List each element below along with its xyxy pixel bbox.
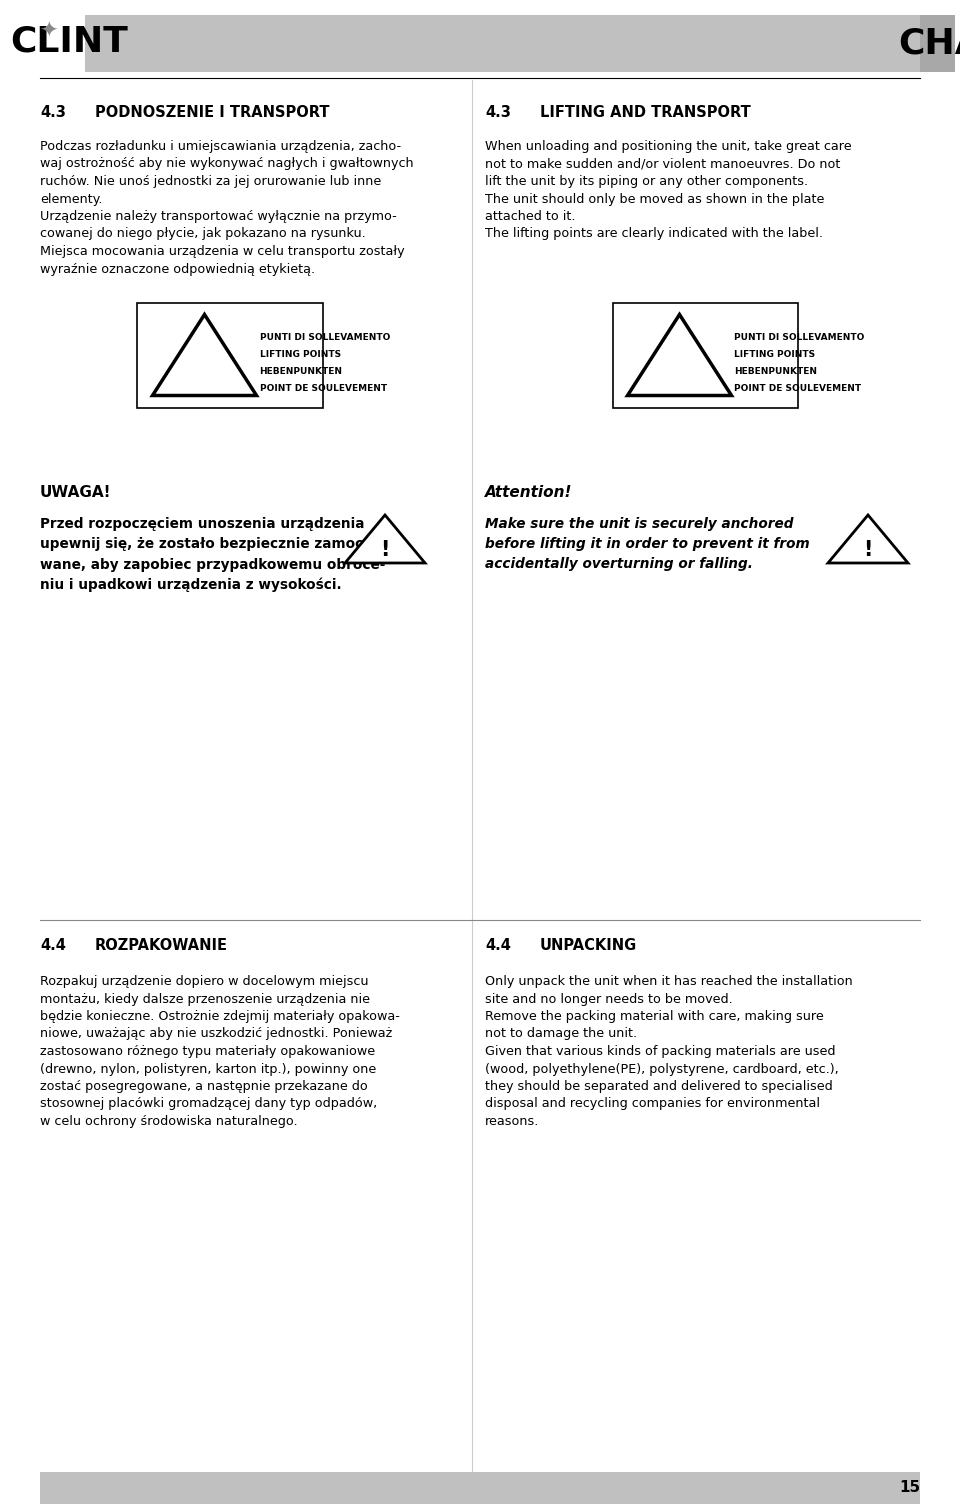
Polygon shape bbox=[345, 515, 425, 564]
Text: 4.3: 4.3 bbox=[40, 105, 66, 121]
Polygon shape bbox=[828, 515, 908, 564]
Bar bbox=[612, 303, 798, 407]
Text: elementy.: elementy. bbox=[40, 193, 103, 205]
Text: 4.4: 4.4 bbox=[485, 937, 511, 952]
Text: niowe, uważając aby nie uszkodzić jednostki. Ponieważ: niowe, uważając aby nie uszkodzić jednos… bbox=[40, 1028, 393, 1040]
Text: Make sure the unit is securely anchored: Make sure the unit is securely anchored bbox=[485, 517, 794, 530]
Text: !: ! bbox=[380, 540, 390, 559]
Text: cowanej do niego płycie, jak pokazano na rysunku.: cowanej do niego płycie, jak pokazano na… bbox=[40, 228, 366, 241]
Text: Only unpack the unit when it has reached the installation: Only unpack the unit when it has reached… bbox=[485, 975, 852, 989]
Text: będzie konieczne. Ostrożnie zdejmij materiały opakowa-: będzie konieczne. Ostrożnie zdejmij mate… bbox=[40, 1010, 400, 1023]
Text: When unloading and positioning the unit, take great care: When unloading and positioning the unit,… bbox=[485, 140, 852, 154]
Bar bbox=[920, 15, 955, 72]
Bar bbox=[485, 619, 905, 900]
Text: The unit should only be moved as shown in the plate: The unit should only be moved as shown i… bbox=[485, 193, 825, 205]
Text: Urządzenie należy transportować wyłącznie na przymo-: Urządzenie należy transportować wyłączni… bbox=[40, 209, 396, 223]
Bar bbox=[137, 303, 323, 407]
Text: LIFTING POINTS: LIFTING POINTS bbox=[734, 350, 816, 359]
Text: CHA: CHA bbox=[898, 26, 960, 60]
Text: stosownej placówki gromadzącej dany typ odpadów,: stosownej placówki gromadzącej dany typ … bbox=[40, 1097, 377, 1111]
Text: LIFTING AND TRANSPORT: LIFTING AND TRANSPORT bbox=[540, 105, 751, 121]
Text: CLINT: CLINT bbox=[10, 24, 128, 57]
Text: niu i upadkowi urządzenia z wysokości.: niu i upadkowi urządzenia z wysokości. bbox=[40, 577, 342, 592]
Text: The lifting points are clearly indicated with the label.: The lifting points are clearly indicated… bbox=[485, 228, 823, 241]
Polygon shape bbox=[628, 315, 732, 395]
Text: w celu ochrony środowiska naturalnego.: w celu ochrony środowiska naturalnego. bbox=[40, 1115, 298, 1129]
Text: lift the unit by its piping or any other components.: lift the unit by its piping or any other… bbox=[485, 175, 808, 188]
Text: Given that various kinds of packing materials are used: Given that various kinds of packing mate… bbox=[485, 1044, 835, 1058]
Text: not to damage the unit.: not to damage the unit. bbox=[485, 1028, 637, 1040]
Text: 15: 15 bbox=[899, 1480, 920, 1495]
Text: HEBENPUNKTEN: HEBENPUNKTEN bbox=[734, 368, 818, 377]
Bar bbox=[40, 1472, 920, 1504]
Text: montażu, kiedy dalsze przenoszenie urządzenia nie: montażu, kiedy dalsze przenoszenie urząd… bbox=[40, 993, 370, 1005]
Text: (wood, polyethylene(PE), polystyrene, cardboard, etc.),: (wood, polyethylene(PE), polystyrene, ca… bbox=[485, 1062, 839, 1076]
Text: Attention!: Attention! bbox=[485, 485, 572, 500]
Text: wyraźnie oznaczone odpowiednią etykietą.: wyraźnie oznaczone odpowiednią etykietą. bbox=[40, 262, 315, 276]
Text: ROZPAKOWANIE: ROZPAKOWANIE bbox=[95, 937, 228, 952]
Text: POINT DE SOULEVEMENT: POINT DE SOULEVEMENT bbox=[259, 384, 387, 393]
Text: wane, aby zapobiec przypadkowemu obróce-: wane, aby zapobiec przypadkowemu obróce- bbox=[40, 558, 385, 571]
Text: UNPACKING: UNPACKING bbox=[540, 937, 637, 952]
Polygon shape bbox=[153, 315, 256, 395]
Text: attached to it.: attached to it. bbox=[485, 209, 575, 223]
Text: they should be separated and delivered to specialised: they should be separated and delivered t… bbox=[485, 1081, 832, 1093]
Text: Przed rozpoczęciem unoszenia urządzenia: Przed rozpoczęciem unoszenia urządzenia bbox=[40, 517, 365, 530]
Text: PODNOSZENIE I TRANSPORT: PODNOSZENIE I TRANSPORT bbox=[95, 105, 329, 121]
Text: Rozpakuj urządzenie dopiero w docelowym miejscu: Rozpakuj urządzenie dopiero w docelowym … bbox=[40, 975, 369, 989]
Text: site and no longer needs to be moved.: site and no longer needs to be moved. bbox=[485, 993, 732, 1005]
Text: zostać posegregowane, a następnie przekazane do: zostać posegregowane, a następnie przeka… bbox=[40, 1081, 368, 1093]
Text: PUNTI DI SOLLEVAMENTO: PUNTI DI SOLLEVAMENTO bbox=[734, 333, 865, 342]
Text: (drewno, nylon, polistyren, karton itp.), powinny one: (drewno, nylon, polistyren, karton itp.)… bbox=[40, 1062, 376, 1076]
Text: upewnij się, że zostało bezpiecznie zamoco-: upewnij się, że zostało bezpiecznie zamo… bbox=[40, 536, 378, 552]
Text: zastosowano różnego typu materiały opakowaniowe: zastosowano różnego typu materiały opako… bbox=[40, 1044, 375, 1058]
Text: 4.3: 4.3 bbox=[485, 105, 511, 121]
Text: ✦: ✦ bbox=[38, 23, 58, 42]
Text: 4.4: 4.4 bbox=[40, 937, 66, 952]
Bar bbox=[40, 619, 460, 900]
Text: not to make sudden and/or violent manoeuvres. Do not: not to make sudden and/or violent manoeu… bbox=[485, 158, 840, 170]
Text: disposal and recycling companies for environmental: disposal and recycling companies for env… bbox=[485, 1097, 820, 1111]
Text: LIFTING POINTS: LIFTING POINTS bbox=[259, 350, 341, 359]
Text: before lifting it in order to prevent it from: before lifting it in order to prevent it… bbox=[485, 536, 809, 552]
Text: UWAGA!: UWAGA! bbox=[40, 485, 111, 500]
Text: !: ! bbox=[863, 540, 873, 559]
Text: Podczas rozładunku i umiejscawiania urządzenia, zacho-: Podczas rozładunku i umiejscawiania urzą… bbox=[40, 140, 401, 154]
Text: waj ostrożność aby nie wykonywać nagłych i gwałtownych: waj ostrożność aby nie wykonywać nagłych… bbox=[40, 158, 414, 170]
Text: Remove the packing material with care, making sure: Remove the packing material with care, m… bbox=[485, 1010, 824, 1023]
Text: POINT DE SOULEVEMENT: POINT DE SOULEVEMENT bbox=[734, 384, 862, 393]
Text: Miejsca mocowania urządzenia w celu transportu zostały: Miejsca mocowania urządzenia w celu tran… bbox=[40, 246, 404, 258]
Text: HEBENPUNKTEN: HEBENPUNKTEN bbox=[259, 368, 343, 377]
Text: reasons.: reasons. bbox=[485, 1115, 540, 1129]
Text: ruchów. Nie unoś jednostki za jej orurowanie lub inne: ruchów. Nie unoś jednostki za jej orurow… bbox=[40, 175, 381, 188]
Text: accidentally overturning or falling.: accidentally overturning or falling. bbox=[485, 558, 753, 571]
Bar bbox=[85, 15, 955, 72]
Text: PUNTI DI SOLLEVAMENTO: PUNTI DI SOLLEVAMENTO bbox=[259, 333, 390, 342]
